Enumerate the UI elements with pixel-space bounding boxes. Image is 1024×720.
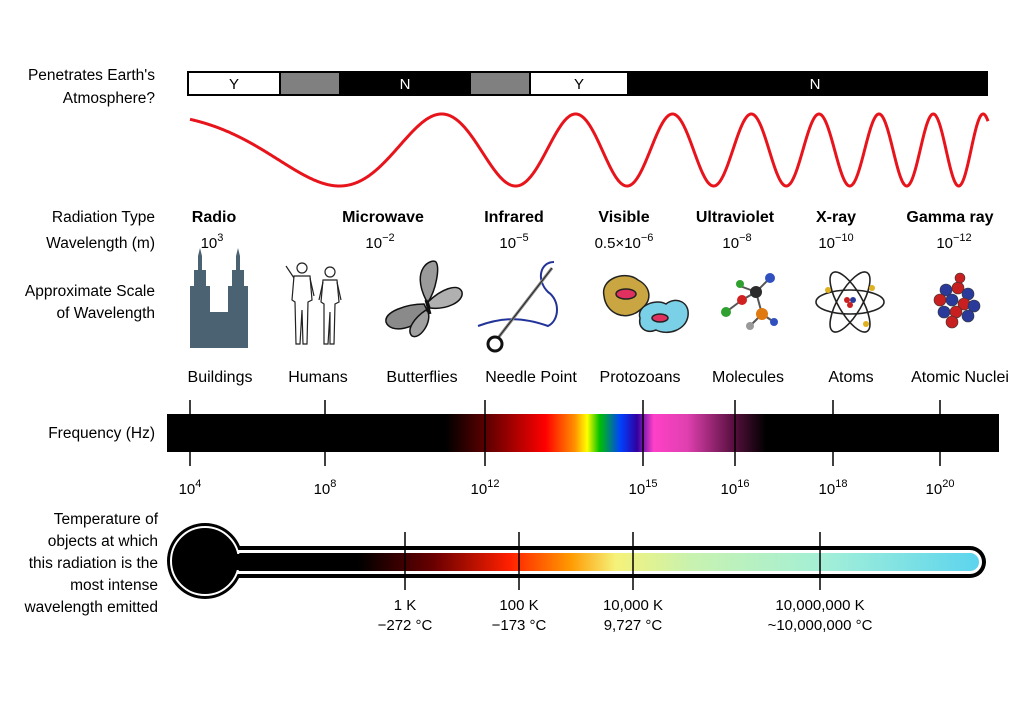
temperature-kelvin-label: 1 K — [394, 597, 417, 614]
object-label-protozoans: Protozoans — [600, 369, 681, 386]
temperature-label-line-2: objects at which — [48, 533, 158, 550]
temperature-kelvin-label: 10,000 K — [603, 597, 663, 614]
em-wave-curve — [189, 112, 990, 188]
frequency-tick-labels: 104 108 1012 1015 1016 1018 1020 — [179, 478, 955, 498]
radiation-name-ultraviolet: Ultraviolet — [696, 209, 775, 226]
atmosphere-segment-label: Y — [574, 76, 584, 93]
temperature-celsius-label: −272 °C — [378, 617, 433, 634]
wavelength-values: 103 10−2 10−5 0.5×10−6 10−8 10−10 10−12 — [201, 232, 972, 252]
wavelength-infrared: 10−5 — [499, 232, 528, 252]
atmosphere-bar: Y N Y N — [187, 71, 988, 96]
temperature-label-line-3: this radiation is the — [29, 555, 158, 572]
radiation-name-infrared: Infrared — [484, 209, 544, 226]
atmosphere-row-label: Penetrates Earth's Atmosphere? — [28, 67, 155, 107]
molecule-icon — [721, 273, 778, 330]
object-label-humans: Humans — [288, 369, 348, 386]
atmosphere-label-line-1: Penetrates Earth's — [28, 67, 155, 84]
frequency-tick-label: 1012 — [471, 478, 500, 498]
radiation-name-visible: Visible — [598, 209, 649, 226]
radiation-name-gamma-ray: Gamma ray — [906, 209, 993, 226]
protozoan-icon — [603, 275, 689, 334]
scale-objects: Buildings Humans Butterflies Needle Poin… — [188, 369, 1009, 386]
frequency-tick-label: 104 — [179, 478, 202, 498]
wavelength-visible: 0.5×10−6 — [595, 232, 654, 252]
scale-label-line-2: of Wavelength — [56, 305, 155, 322]
humans-icon — [285, 262, 342, 345]
temperature-label-line-1: Temperature of — [54, 511, 159, 528]
atom-icon — [815, 271, 885, 333]
scale-row-label: Approximate Scale of Wavelength — [25, 283, 155, 322]
atmosphere-label-line-2: Atmosphere? — [63, 90, 156, 107]
object-label-atoms: Atoms — [828, 369, 873, 386]
scale-label-line-1: Approximate Scale — [25, 283, 155, 300]
atmosphere-segment-partial — [469, 71, 531, 96]
needle-icon — [477, 261, 558, 353]
frequency-tick-label: 1018 — [819, 478, 848, 498]
frequency-tick-label: 1015 — [629, 478, 658, 498]
wavelength-label: Wavelength (m) — [46, 235, 155, 252]
wavelength-gamma-ray: 10−12 — [936, 232, 971, 252]
temperature-tick-labels: 1 K −272 °C 100 K −173 °C 10,000 K 9,727… — [378, 597, 873, 634]
temperature-row-label: Temperature of objects at which this rad… — [23, 511, 158, 616]
temperature-kelvin-label: 100 K — [499, 597, 538, 614]
frequency-ticks — [189, 400, 941, 466]
temperature-celsius-label: ~10,000,000 °C — [768, 617, 873, 634]
wavelength-microwave: 10−2 — [365, 232, 394, 252]
thermometer-tube-fill — [222, 553, 979, 571]
frequency-tick-label: 108 — [314, 478, 337, 498]
temperature-label-line-5: wavelength emitted — [23, 599, 158, 616]
atmosphere-segment-label: Y — [229, 76, 239, 93]
frequency-label: Frequency (Hz) — [48, 425, 155, 442]
skyscraper-icon — [190, 248, 248, 348]
object-label-atomic-nuclei: Atomic Nuclei — [911, 369, 1009, 386]
object-label-molecules: Molecules — [712, 369, 784, 386]
radiation-name-xray: X-ray — [816, 209, 856, 226]
nucleus-icon — [933, 272, 981, 329]
butterfly-icon — [385, 260, 463, 338]
object-label-buildings: Buildings — [188, 369, 253, 386]
object-label-needle-point: Needle Point — [485, 369, 577, 386]
radiation-name-radio: Radio — [192, 209, 237, 226]
temperature-ticks — [404, 532, 821, 590]
temperature-kelvin-label: 10,000,000 K — [775, 597, 864, 614]
frequency-tick-label: 1020 — [926, 478, 955, 498]
thermometer-neck — [228, 554, 268, 570]
wavelength-ultraviolet: 10−8 — [722, 232, 751, 252]
radiation-type-names: Radio Microwave Infrared Visible Ultravi… — [192, 209, 994, 226]
wavelength-xray: 10−10 — [818, 232, 853, 252]
radiation-name-microwave: Microwave — [342, 209, 424, 226]
temperature-celsius-label: −173 °C — [492, 617, 547, 634]
object-label-butterflies: Butterflies — [386, 369, 457, 386]
radiation-type-label: Radiation Type — [52, 209, 155, 226]
frequency-spectrum-bar — [167, 414, 999, 452]
atmosphere-segment-label: N — [810, 76, 821, 93]
temperature-celsius-label: 9,727 °C — [604, 617, 663, 634]
thermometer — [167, 523, 986, 599]
atmosphere-segment-no — [627, 71, 988, 96]
temperature-label-line-4: most intense — [70, 577, 158, 594]
wavelength-radio: 103 — [201, 232, 224, 252]
atmosphere-segment-label: N — [400, 76, 411, 93]
frequency-tick-label: 1016 — [721, 478, 750, 498]
atmosphere-segment-partial — [279, 71, 341, 96]
